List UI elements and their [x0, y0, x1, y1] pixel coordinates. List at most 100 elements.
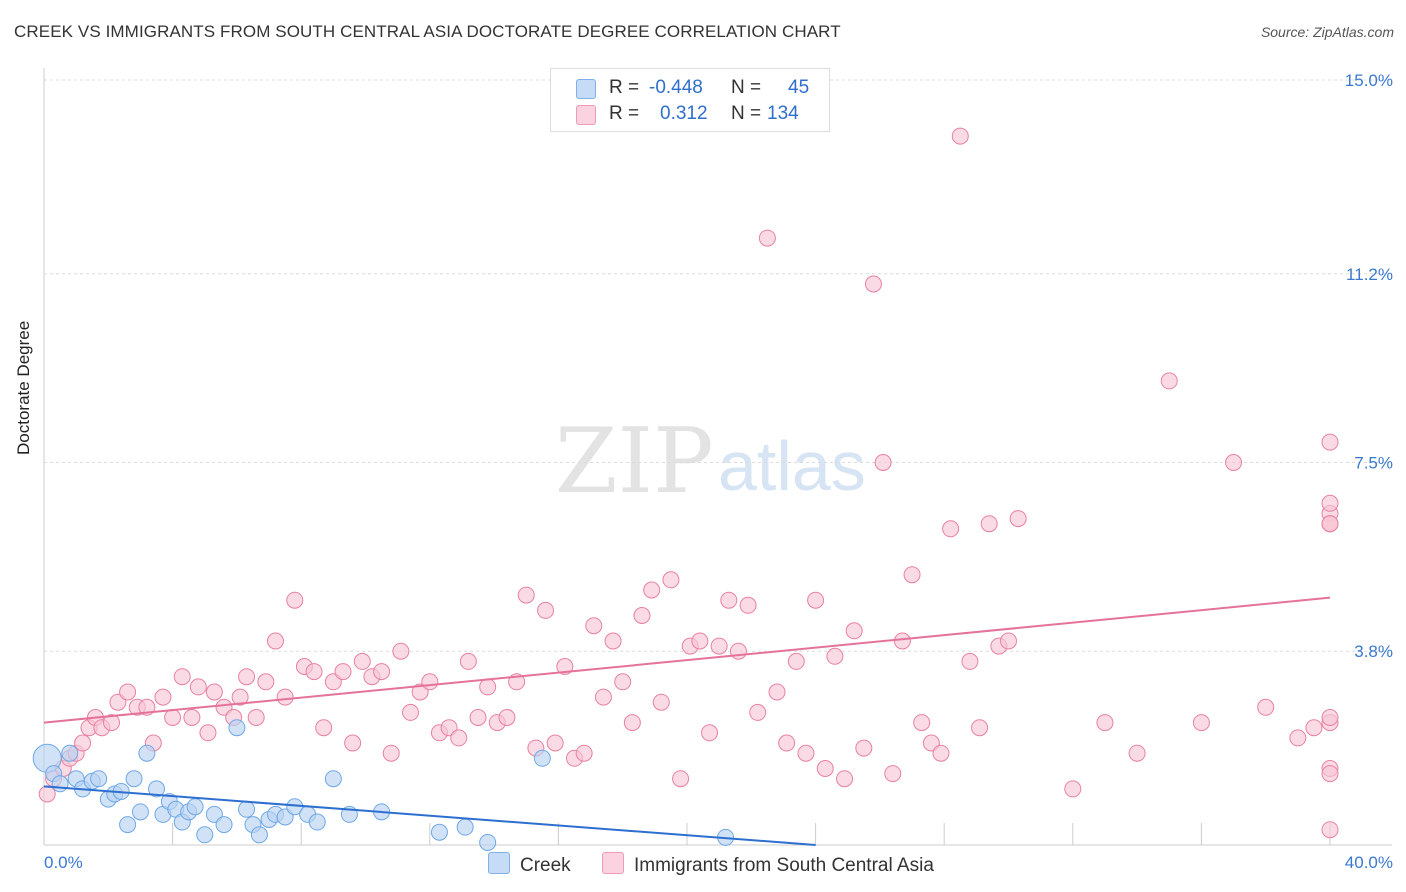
- creek-point: [456, 818, 474, 836]
- immigrants-point: [334, 663, 352, 681]
- y-tick-label: 7.5%: [1354, 454, 1393, 473]
- immigrants-point: [38, 785, 56, 803]
- immigrants-point: [402, 703, 420, 721]
- creek-point: [186, 798, 204, 816]
- immigrants-point: [807, 591, 825, 609]
- immigrants-point: [1225, 454, 1243, 471]
- legend-n-label: N =: [731, 103, 762, 124]
- creek-point: [228, 719, 246, 737]
- immigrants-point: [739, 596, 757, 614]
- bottom-legend-label-immigrants: Immigrants from South Central Asia: [634, 855, 934, 876]
- chart-title: CREEK VS IMMIGRANTS FROM SOUTH CENTRAL A…: [14, 22, 841, 41]
- immigrants-point: [257, 673, 275, 691]
- immigrants-point: [980, 515, 998, 533]
- immigrants-point: [778, 734, 796, 752]
- immigrants-point: [392, 642, 410, 660]
- legend-swatch-creek: [576, 79, 596, 99]
- creek-point: [125, 770, 143, 788]
- bottom-legend-creek: Creek: [488, 852, 571, 877]
- legend-r-label: R =: [609, 77, 640, 98]
- legend-n-label: N =: [731, 77, 762, 98]
- legend-r-value: 0.312: [660, 103, 708, 124]
- legend-r-label: R =: [609, 103, 640, 124]
- legend-row-creek: R = -0.448 N = 45: [551, 75, 829, 101]
- immigrants-point: [758, 229, 776, 247]
- immigrants-point: [797, 744, 815, 762]
- immigrants-point: [1000, 632, 1017, 650]
- immigrants-point: [652, 693, 670, 711]
- immigrants-point: [421, 673, 439, 691]
- immigrants-point: [1305, 719, 1323, 737]
- immigrants-point: [315, 719, 333, 737]
- immigrants-point: [845, 622, 863, 640]
- immigrants-point: [1321, 515, 1339, 533]
- immigrants-point: [710, 637, 728, 655]
- creek-point: [308, 813, 326, 831]
- immigrants-point: [826, 647, 844, 665]
- immigrants-point: [643, 581, 661, 599]
- immigrants-point: [119, 683, 137, 701]
- creek-point: [238, 800, 256, 818]
- immigrants-point: [266, 632, 284, 650]
- creek-point: [148, 780, 166, 798]
- immigrants-point: [1257, 698, 1275, 716]
- immigrants-point: [855, 739, 873, 757]
- creek-point: [533, 749, 551, 767]
- creek-point: [119, 816, 137, 834]
- immigrants-point: [276, 688, 294, 706]
- immigrants-point: [305, 663, 323, 681]
- bottom-legend-swatch-creek: [488, 852, 510, 874]
- bottom-legend-immigrants: Immigrants from South Central Asia: [602, 852, 934, 877]
- creek-point: [196, 826, 214, 844]
- immigrants-trend-line: [43, 596, 1331, 724]
- immigrants-point: [164, 709, 182, 726]
- immigrants-point: [286, 591, 304, 609]
- immigrants-point: [479, 678, 497, 696]
- immigrants-point: [893, 632, 911, 650]
- immigrants-point: [575, 744, 593, 762]
- x-tick-label-min: 0.0%: [44, 853, 83, 872]
- creek-point: [131, 803, 149, 821]
- immigrants-point: [154, 688, 172, 706]
- immigrants-point: [173, 668, 191, 686]
- immigrants-point: [749, 703, 767, 721]
- immigrants-point: [594, 688, 612, 706]
- immigrants-point: [720, 591, 738, 609]
- y-tick-label: 11.2%: [1346, 265, 1393, 284]
- immigrants-point: [1128, 744, 1146, 762]
- creek-point: [61, 744, 79, 762]
- immigrants-point: [768, 683, 786, 701]
- immigrants-point: [1192, 714, 1210, 732]
- x-tick-label-max: 40.0%: [1345, 853, 1393, 872]
- immigrants-point: [672, 770, 690, 788]
- immigrants-point: [459, 652, 477, 670]
- immigrants-point: [884, 765, 902, 783]
- immigrants-point: [971, 719, 989, 737]
- creek-point: [324, 770, 342, 788]
- immigrants-point: [604, 632, 622, 650]
- immigrants-point: [247, 709, 265, 726]
- immigrants-point: [546, 734, 564, 752]
- immigrants-point: [816, 760, 834, 777]
- source-label: Source: ZipAtlas.com: [1260, 24, 1394, 40]
- immigrants-point: [556, 658, 574, 675]
- immigrants-point: [864, 275, 882, 293]
- watermark-zip: ZIP: [555, 409, 714, 514]
- immigrants-point: [469, 709, 487, 726]
- y-tick-label: 3.8%: [1354, 642, 1393, 661]
- legend-swatch-immigrants: [576, 105, 596, 125]
- immigrants-point: [353, 652, 371, 670]
- watermark-atlas: atlas: [718, 427, 866, 505]
- immigrants-point: [199, 724, 217, 742]
- immigrants-point: [1321, 765, 1339, 783]
- immigrants-point: [517, 586, 535, 604]
- immigrants-point: [932, 744, 950, 762]
- legend-row-immigrants: R = 0.312 N = 134: [551, 101, 829, 127]
- immigrants-point: [183, 709, 201, 726]
- creek-point: [138, 744, 156, 762]
- legend-n-value: 45: [788, 77, 810, 98]
- immigrants-point: [74, 734, 92, 752]
- immigrants-point: [1321, 709, 1339, 726]
- immigrants-point: [205, 683, 223, 701]
- bottom-legend-label-creek: Creek: [520, 855, 571, 876]
